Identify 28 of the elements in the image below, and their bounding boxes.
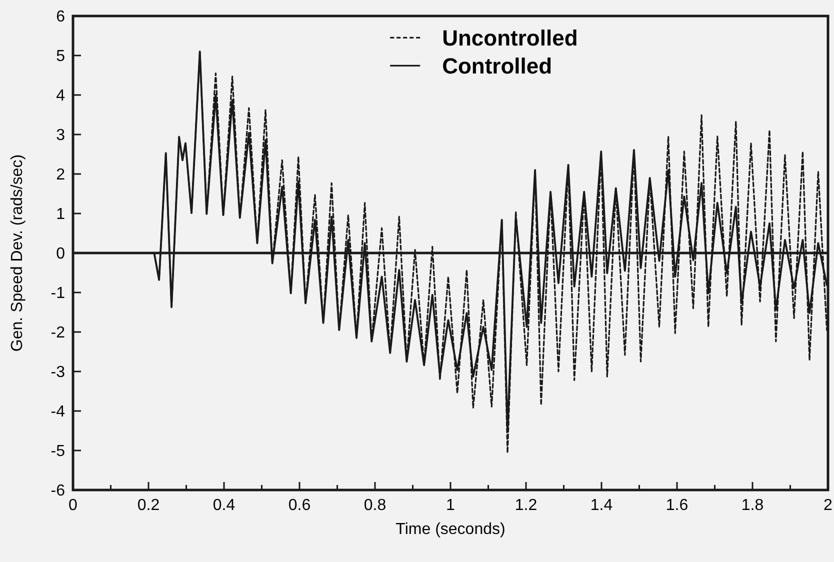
x-tick-label: 1.6 bbox=[666, 497, 688, 514]
y-tick-label: 3 bbox=[56, 127, 66, 144]
y-tick-label: 1 bbox=[56, 206, 66, 223]
y-tick-label: -3 bbox=[50, 364, 66, 381]
y-tick-label: 2 bbox=[56, 166, 66, 184]
y-axis-title: Gen. Speed Dev. (rads/sec) bbox=[9, 154, 26, 352]
x-tick-label: 0.8 bbox=[364, 497, 386, 514]
y-tick-label: 6 bbox=[56, 8, 66, 26]
y-tick-label: -6 bbox=[50, 482, 66, 500]
y-tick-label: 4 bbox=[56, 88, 66, 104]
y-tick-label: -4 bbox=[50, 404, 66, 420]
x-tick-label: 0.6 bbox=[288, 497, 311, 514]
x-tick-label: 2 bbox=[824, 497, 833, 514]
y-tick-label: 5 bbox=[56, 48, 66, 65]
legend-label: Uncontrolled bbox=[442, 26, 578, 51]
y-tick-label: -1 bbox=[50, 285, 66, 302]
x-tick-label: 0.4 bbox=[212, 497, 236, 514]
x-tick-label: 0 bbox=[68, 497, 78, 514]
x-tick-label: 1 bbox=[446, 497, 456, 514]
legend-label: Controlled bbox=[442, 54, 552, 79]
x-tick-label: 0.2 bbox=[137, 497, 160, 514]
y-tick-label: -5 bbox=[50, 443, 66, 460]
x-tick-label: 1.8 bbox=[741, 497, 764, 514]
x-axis-title: Time (seconds) bbox=[396, 521, 506, 538]
x-tick-label: 1.4 bbox=[590, 497, 613, 514]
y-tick-label: -2 bbox=[50, 324, 66, 342]
y-tick-label: 0 bbox=[56, 246, 66, 262]
x-tick-label: 1.2 bbox=[514, 497, 538, 514]
